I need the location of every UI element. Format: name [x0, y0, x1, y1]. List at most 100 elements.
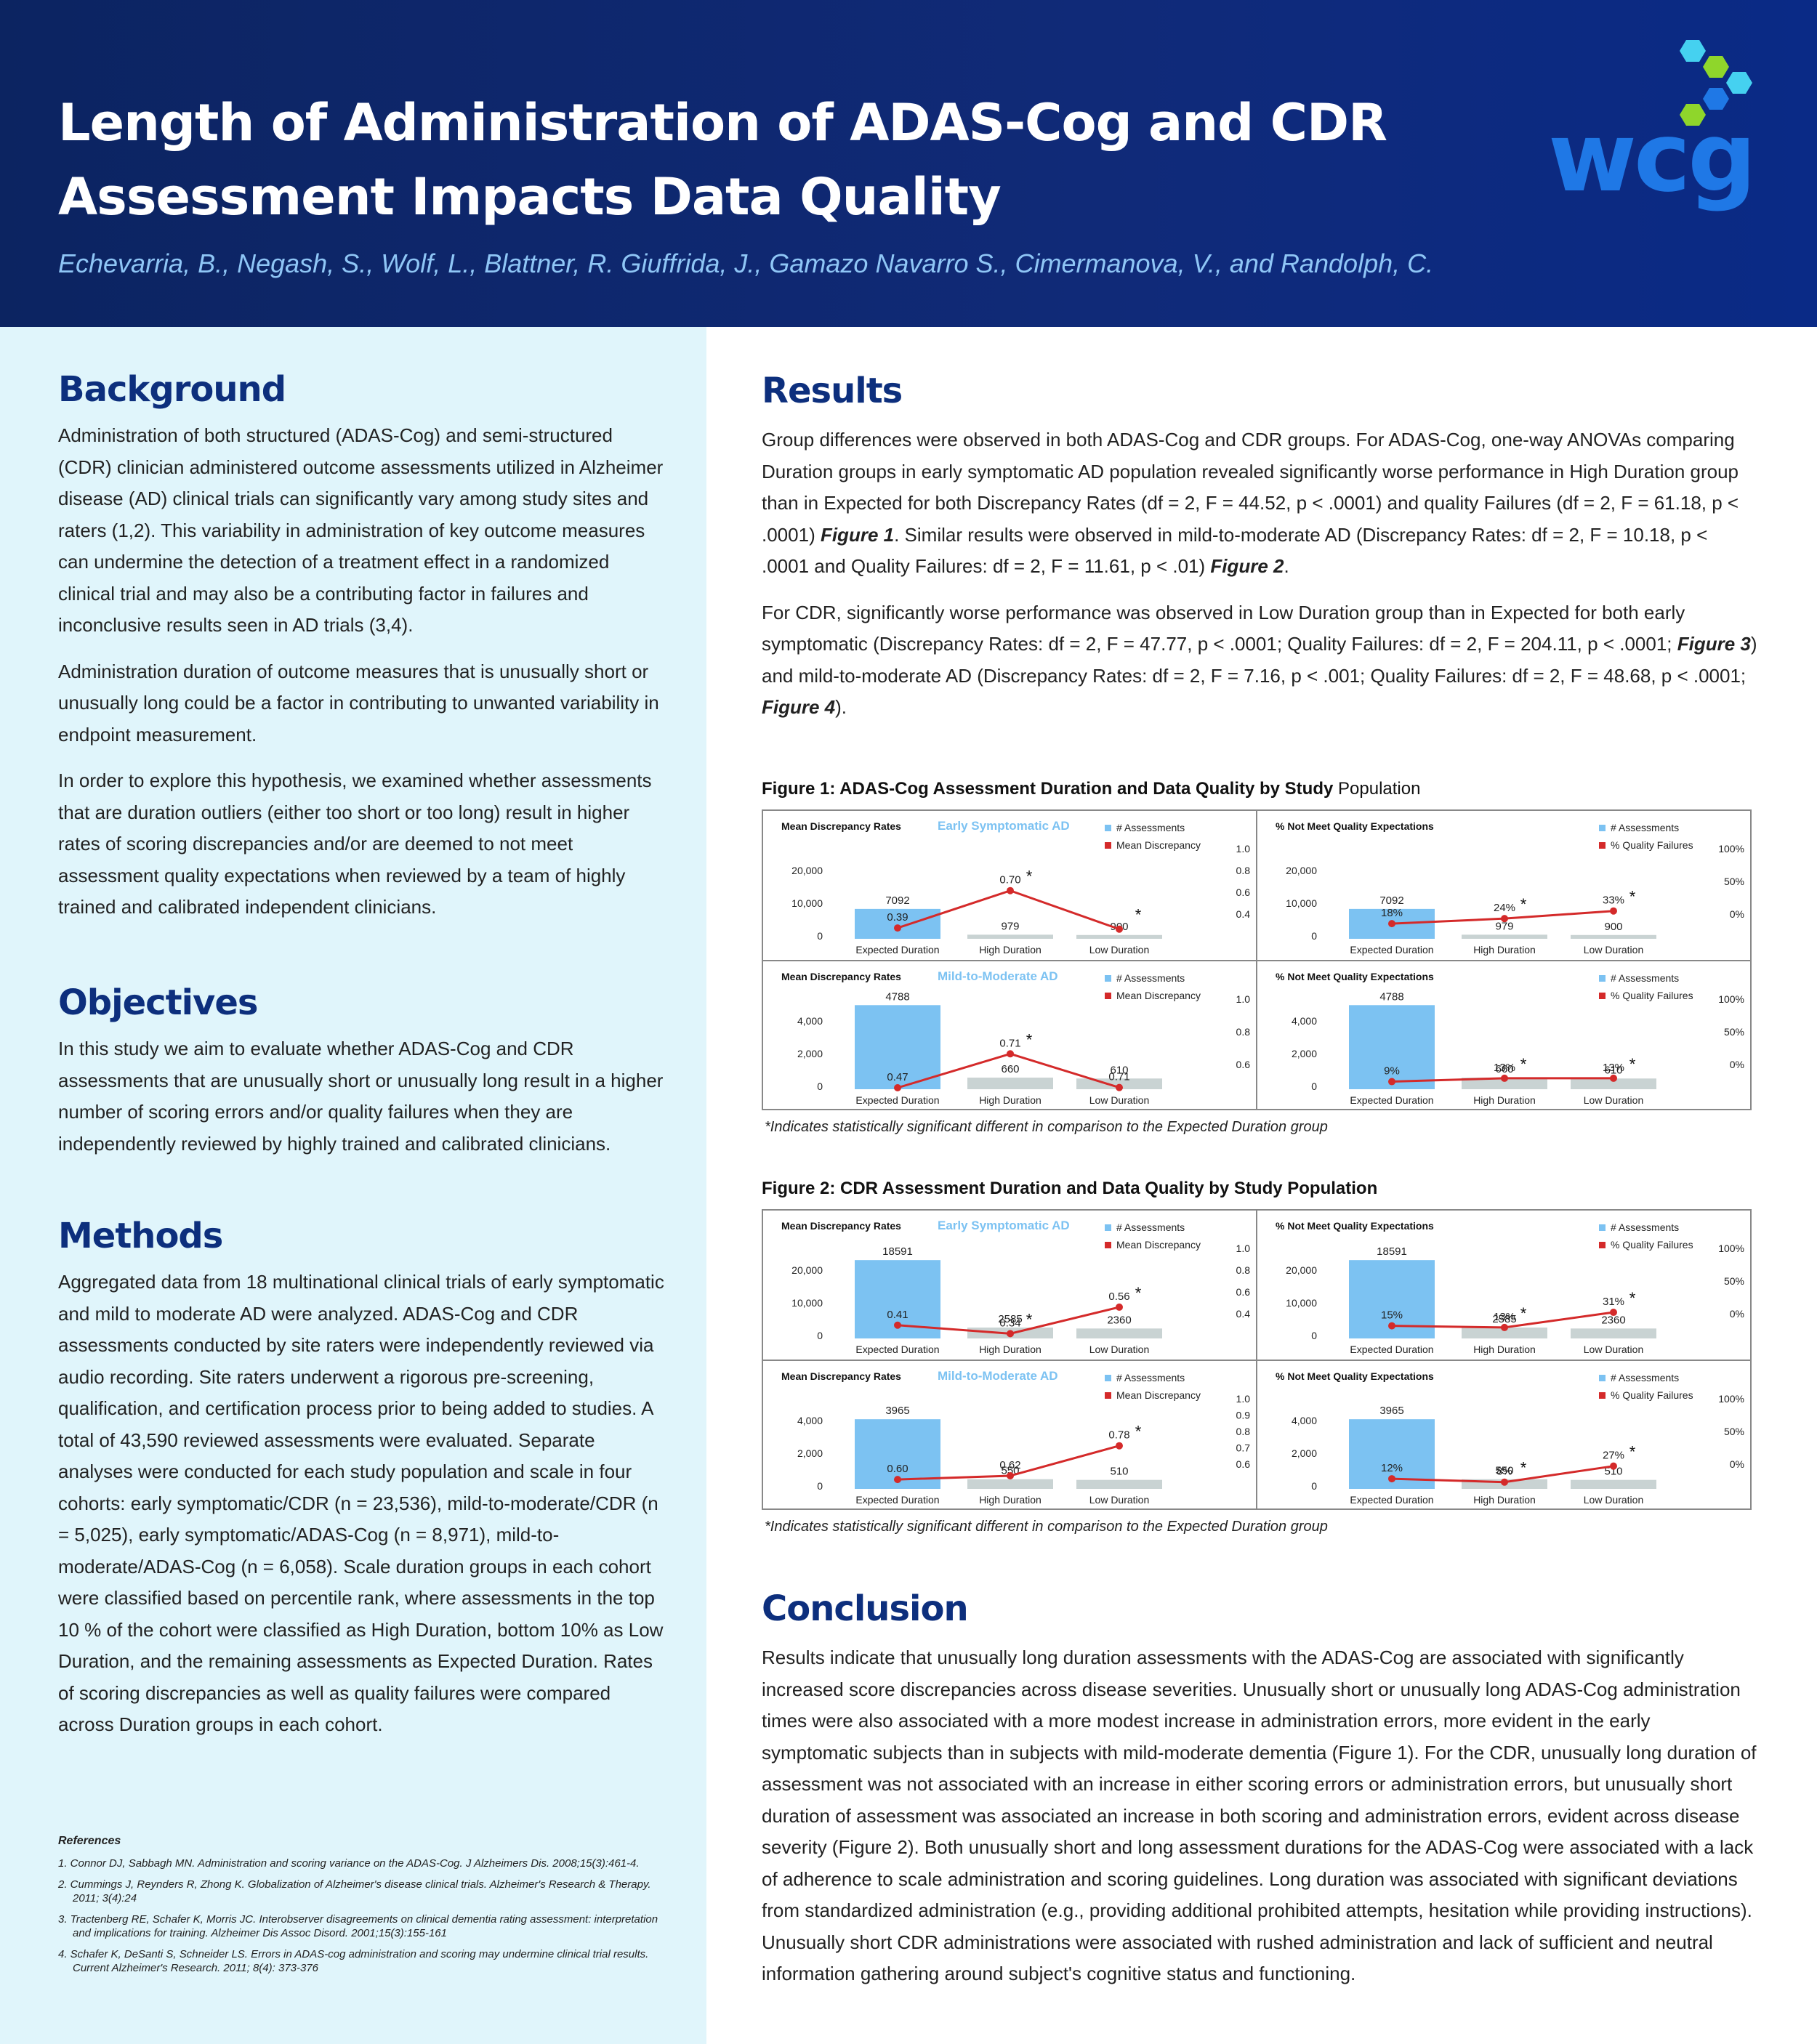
- bar-value-label: 610: [1604, 1064, 1622, 1076]
- bar: [967, 934, 1053, 939]
- y2-axis-tick-label: 0.8: [1236, 1264, 1251, 1276]
- background-section: Background Administration of both struct…: [58, 369, 669, 924]
- combo-chart: Mean Discrepancy Rates Early Symptomatic …: [781, 1219, 1251, 1355]
- x-axis-category-label: Low Duration: [1089, 944, 1150, 956]
- chart-panel: % Not Meet Quality Expectations # Assessm…: [1257, 1361, 1749, 1508]
- chart-population-label: Mild-to-Moderate AD: [938, 969, 1058, 983]
- figure-1-title-end: Population: [1338, 779, 1421, 799]
- bar-value-label: 3965: [885, 1405, 909, 1417]
- x-axis-category-label: Low Duration: [1584, 1494, 1644, 1506]
- x-axis-category-label: High Duration: [979, 1094, 1042, 1106]
- significance-marker: *: [1520, 1459, 1527, 1477]
- y2-axis-tick-label: 0%: [1730, 1458, 1744, 1470]
- x-axis-category-label: Low Duration: [1089, 1094, 1150, 1106]
- y2-axis-tick-label: 100%: [1718, 993, 1744, 1005]
- legend-swatch-line: [1105, 1242, 1111, 1248]
- bar-value-label: 7092: [885, 894, 909, 907]
- combo-chart: % Not Meet Quality Expectations # Assessm…: [1276, 1370, 1744, 1506]
- x-axis-category-label: Low Duration: [1584, 944, 1644, 956]
- title-line-1: Length of Administration of ADAS-Cog and…: [58, 93, 1387, 153]
- bar: [1462, 1078, 1547, 1089]
- y-axis-tick-label: 0: [1311, 1080, 1317, 1092]
- title-line-2: Assessment Impacts Data Quality: [58, 167, 1002, 227]
- bar: [1076, 1479, 1162, 1489]
- chart-header: Mean Discrepancy Rates: [781, 1220, 901, 1232]
- figure-ref: Figure 2: [1210, 555, 1284, 577]
- chart-header: % Not Meet Quality Expectations: [1276, 1370, 1434, 1382]
- legend-swatch-line: [1599, 1242, 1606, 1248]
- legend-swatch-bars: [1105, 1224, 1111, 1231]
- bar-value-label: 18591: [1377, 1245, 1407, 1258]
- objectives-paragraph: In this study we aim to evaluate whether…: [58, 1038, 664, 1155]
- y-axis-tick-label: 10,000: [1286, 1297, 1317, 1309]
- legend-label: # Assessments: [1116, 1372, 1185, 1383]
- legend-label: # Assessments: [1611, 1372, 1679, 1383]
- line-point: [1116, 925, 1123, 933]
- figure-2-title: Figure 2: CDR Assessment Duration and Da…: [762, 1179, 1378, 1198]
- y2-axis-tick-label: 0.8: [1236, 865, 1251, 876]
- bar: [1571, 1479, 1656, 1489]
- bar-value-label: 3965: [1379, 1405, 1403, 1417]
- y-axis-tick-label: 0: [1311, 1480, 1317, 1492]
- y-axis-tick-label: 10,000: [791, 1297, 823, 1309]
- y-axis-tick-label: 2,000: [1292, 1048, 1317, 1059]
- chart-population-label: Early Symptomatic AD: [938, 819, 1070, 833]
- line-value-label: 15%: [1381, 1309, 1403, 1322]
- bar: [1076, 1328, 1162, 1338]
- legend-label: # Assessments: [1116, 972, 1185, 984]
- poster-header: Length of Administration of ADAS-Cog and…: [0, 0, 1817, 327]
- x-axis-category-label: Low Duration: [1584, 1094, 1644, 1106]
- line-point: [894, 924, 901, 932]
- line-value-label: 0.41: [887, 1309, 908, 1321]
- significance-marker: *: [1629, 888, 1636, 906]
- legend-swatch-bars: [1599, 1375, 1606, 1381]
- significance-marker: *: [1520, 1304, 1527, 1322]
- results-text: For CDR, significantly worse performance…: [762, 601, 1685, 655]
- legend-swatch-bars: [1105, 825, 1111, 831]
- line-point: [1116, 1442, 1123, 1450]
- y2-axis-tick-label: 0.9: [1236, 1410, 1251, 1421]
- y2-axis-tick-label: 50%: [1724, 876, 1744, 887]
- significance-marker: *: [1629, 1443, 1636, 1461]
- wcg-logo: wcg: [1548, 102, 1757, 214]
- y-axis-tick-label: 0: [817, 1080, 823, 1092]
- line-value-label: 0.71: [1108, 1071, 1129, 1083]
- y-axis-tick-label: 20,000: [791, 1264, 823, 1276]
- combo-chart: % Not Meet Quality Expectations # Assessm…: [1276, 971, 1744, 1106]
- figure-divider: [763, 960, 1750, 961]
- chart-panel: % Not Meet Quality Expectations # Assessm…: [1257, 1211, 1749, 1358]
- chart-header: Mean Discrepancy Rates: [781, 1370, 901, 1382]
- bar-value-label: 510: [1110, 1466, 1128, 1478]
- line-value-label: 0.34: [999, 1317, 1020, 1329]
- combo-chart: % Not Meet Quality Expectations # Assessm…: [1276, 1220, 1744, 1355]
- chart-population-label: Early Symptomatic AD: [938, 1219, 1070, 1232]
- y2-axis-tick-label: 100%: [1718, 1393, 1744, 1405]
- bar-value-label: 7092: [1379, 894, 1403, 907]
- x-axis-category-label: High Duration: [979, 1344, 1042, 1355]
- bar: [1571, 934, 1656, 939]
- significance-marker: *: [1026, 1030, 1033, 1049]
- significance-marker: *: [1629, 1055, 1636, 1073]
- combo-chart: Mean Discrepancy Rates Early Symptomatic …: [781, 819, 1251, 956]
- line-value-label: 13%: [1603, 1062, 1624, 1074]
- chart-header: Mean Discrepancy Rates: [781, 820, 901, 832]
- line-point: [1501, 915, 1508, 923]
- y2-axis-tick-label: 0%: [1730, 1059, 1744, 1070]
- legend-label: Mean Discrepancy: [1116, 990, 1201, 1001]
- line-value-label: 13%: [1494, 1311, 1515, 1323]
- y2-axis-tick-label: 50%: [1724, 1275, 1744, 1287]
- line-point: [1610, 1309, 1617, 1317]
- y-axis-tick-label: 4,000: [797, 1015, 823, 1027]
- line-point: [894, 1084, 901, 1091]
- line-point: [1388, 1322, 1395, 1330]
- bar-value-label: 18591: [882, 1245, 913, 1258]
- x-axis-category-label: Expected Duration: [855, 1494, 939, 1506]
- y-axis-tick-label: 4,000: [797, 1415, 823, 1426]
- x-axis-category-label: Expected Duration: [1350, 1344, 1433, 1355]
- methods-paragraph: Aggregated data from 18 multinational cl…: [58, 1271, 664, 1735]
- y2-axis-tick-label: 0%: [1730, 1308, 1744, 1320]
- chart-panel: Mean Discrepancy Rates Early Symptomatic …: [763, 811, 1254, 958]
- y2-axis-tick-label: 0.6: [1236, 1286, 1251, 1298]
- hexagon-logo-icon: [1680, 40, 1752, 126]
